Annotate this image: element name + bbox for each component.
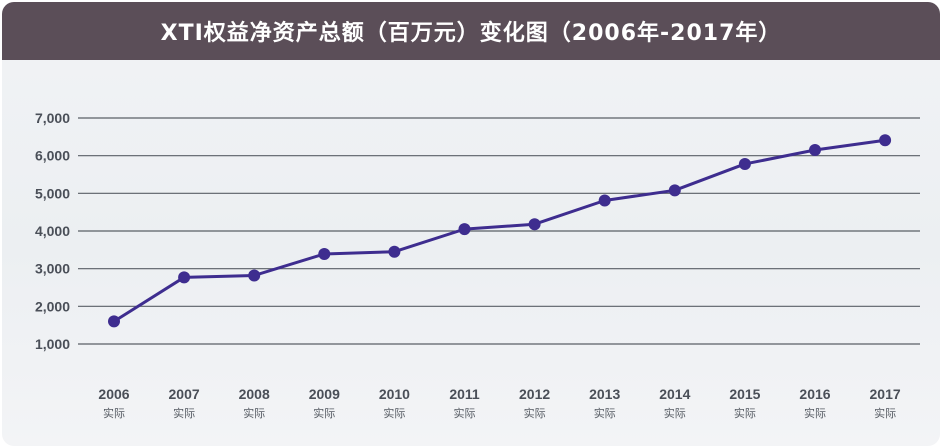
x-tick-sublabel: 实际 bbox=[874, 406, 896, 420]
data-point bbox=[738, 157, 751, 170]
data-point bbox=[318, 247, 331, 260]
x-tick-label: 2010 bbox=[379, 386, 410, 402]
x-tick-label: 2007 bbox=[169, 386, 200, 402]
y-tick-label: 2,000 bbox=[35, 298, 70, 314]
x-tick-label: 2011 bbox=[449, 386, 480, 402]
x-tick-sublabel: 实际 bbox=[173, 406, 195, 420]
x-tick-sublabel: 实际 bbox=[103, 406, 125, 420]
x-tick-label: 2009 bbox=[309, 386, 340, 402]
data-point bbox=[388, 245, 401, 258]
data-point bbox=[598, 194, 611, 207]
x-tick-label: 2006 bbox=[98, 386, 129, 402]
x-tick-label: 2014 bbox=[659, 386, 690, 402]
x-tick-label: 2012 bbox=[519, 386, 550, 402]
data-point bbox=[108, 315, 120, 328]
x-tick-sublabel: 实际 bbox=[313, 406, 335, 420]
x-tick-sublabel: 实际 bbox=[804, 406, 826, 420]
x-tick-label: 2015 bbox=[729, 386, 760, 402]
x-tick-sublabel: 实际 bbox=[734, 406, 756, 420]
x-tick-sublabel: 实际 bbox=[243, 406, 265, 420]
x-tick-label: 2008 bbox=[239, 386, 270, 402]
y-tick-label: 5,000 bbox=[35, 185, 70, 201]
data-point bbox=[178, 271, 191, 284]
y-tick-label: 6,000 bbox=[35, 148, 70, 164]
x-tick-label: 2016 bbox=[799, 386, 830, 402]
x-tick-sublabel: 实际 bbox=[524, 406, 546, 420]
x-tick-label: 2017 bbox=[870, 386, 901, 402]
y-tick-label: 4,000 bbox=[35, 223, 70, 239]
y-tick-label: 3,000 bbox=[35, 261, 70, 277]
x-tick-sublabel: 实际 bbox=[383, 406, 405, 420]
y-tick-label: 7,000 bbox=[35, 110, 70, 126]
data-point bbox=[668, 184, 681, 197]
x-tick-sublabel: 实际 bbox=[664, 406, 686, 420]
series-line bbox=[113, 138, 886, 323]
chart-title: XTI权益净资产总额（百万元）变化图（2006年-2017年） bbox=[160, 21, 782, 46]
x-tick-sublabel: 实际 bbox=[594, 406, 616, 420]
data-point bbox=[458, 223, 471, 236]
x-tick-sublabel: 实际 bbox=[454, 406, 476, 420]
data-point bbox=[809, 144, 821, 157]
x-tick-label: 2013 bbox=[589, 386, 620, 402]
data-point bbox=[528, 218, 541, 231]
data-point bbox=[248, 269, 261, 282]
chart-header: XTI权益净资产总额（百万元）变化图（2006年-2017年） bbox=[2, 2, 940, 60]
y-tick-label: 1,000 bbox=[35, 336, 70, 352]
data-point bbox=[879, 134, 892, 147]
